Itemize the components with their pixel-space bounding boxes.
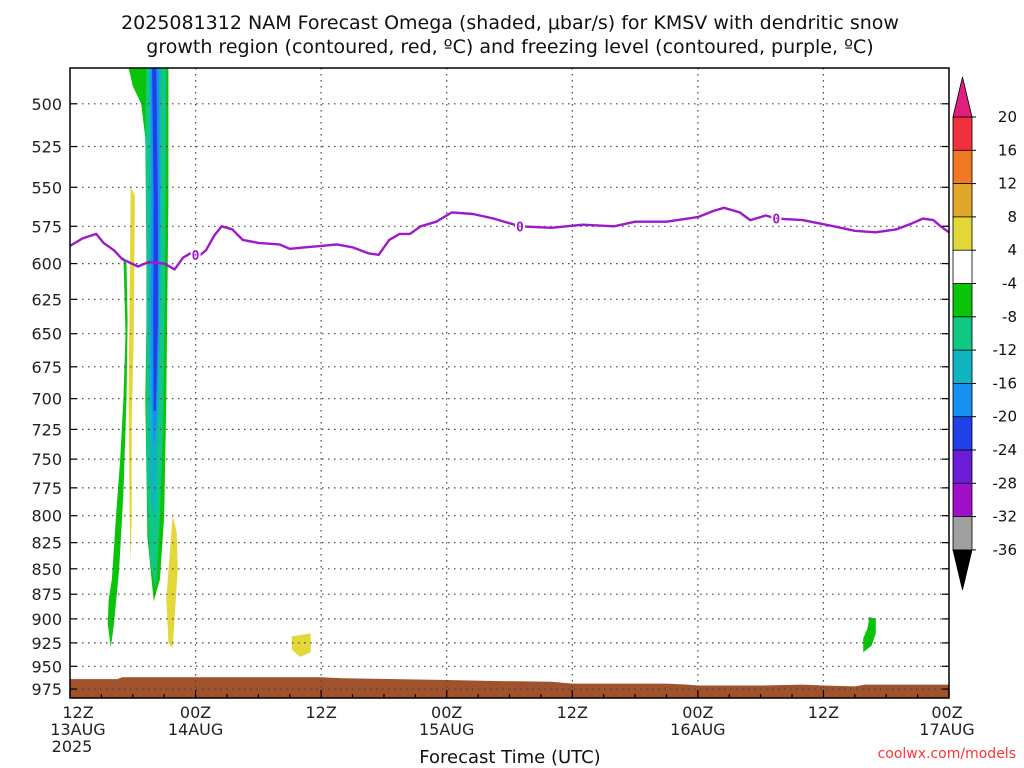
x-tick-label: 00Z (931, 703, 962, 722)
colorbar-label: 12 (998, 175, 1017, 193)
y-tick-label: 950 (31, 657, 62, 676)
x-axis-title: Forecast Time (UTC) (419, 747, 600, 768)
freezing-level-label: 0 (192, 249, 200, 264)
colorbar-label: 8 (1007, 208, 1017, 226)
y-tick-label: 975 (31, 680, 62, 699)
colorbar-swatch (952, 416, 973, 451)
colorbar-swatch (952, 283, 973, 318)
plot-frame (69, 67, 950, 699)
chart-title-line1: 2025081312 NAM Forecast Omega (shaded, μ… (121, 12, 899, 34)
colorbar-swatch (952, 149, 973, 185)
colorbar-label: -12 (993, 341, 1018, 359)
x-tick-label: 12Z (305, 703, 336, 722)
omega-shading-layer (107, 68, 876, 657)
freezing-level-layer: 0 0 0 (70, 206, 949, 271)
omega-region (291, 633, 311, 657)
y-tick-label: 625 (31, 290, 62, 309)
colorbar-label: -8 (1002, 308, 1017, 326)
y-tick-label: 575 (31, 217, 62, 236)
x-tick-label: 00Z (180, 703, 211, 722)
grid-layer (70, 68, 949, 698)
colorbar-swatch (952, 183, 973, 218)
colorbar-label: -4 (1002, 275, 1017, 293)
omega-region (107, 256, 128, 648)
surface-terrain (70, 677, 949, 698)
y-tick-label: 600 (31, 255, 62, 274)
freezing-level-label-bg (514, 218, 525, 234)
colorbar-label: 20 (998, 108, 1017, 126)
y-tick-label: 900 (31, 610, 62, 629)
x-tick-label: 00Z (431, 703, 462, 722)
chart-title-line2: growth region (contoured, red, ºC) and f… (146, 36, 873, 58)
colorbar-label: -28 (993, 474, 1018, 492)
colorbar-label: -16 (993, 374, 1018, 392)
colorbar-swatch (952, 216, 973, 251)
omega-colorbar: 20 16 12 8 4 -4 -8 -12 -16 -20 -24 -28 -32 -36 (952, 76, 1018, 590)
omega-region (128, 187, 135, 564)
y-tick-label: 550 (31, 178, 62, 197)
x-tick-label: 00Z (682, 703, 713, 722)
colorbar-swatch (952, 516, 973, 551)
y-tick-label: 850 (31, 560, 62, 579)
y-tick-label: 675 (31, 358, 62, 377)
x-tick-label: 12Z (808, 703, 839, 722)
colorbar-swatch (952, 249, 973, 285)
omega-region (166, 515, 178, 648)
colorbar-label: -20 (993, 408, 1018, 426)
x-tick-label: 16AUG (670, 720, 725, 739)
colorbar-label: 16 (998, 141, 1017, 159)
colorbar-label: -32 (993, 508, 1018, 526)
y-tick-label: 925 (31, 634, 62, 653)
y-tick-label: 700 (31, 390, 62, 409)
colorbar-top-arrow (952, 76, 973, 118)
y-tick-label: 750 (31, 450, 62, 469)
colorbar-label: -24 (993, 441, 1018, 459)
y-tick-label: 800 (31, 507, 62, 526)
colorbar-swatch (952, 116, 973, 152)
freezing-level-line (70, 206, 949, 271)
colorbar-swatch (952, 349, 973, 385)
colorbar-label: 4 (1007, 241, 1017, 259)
freezing-level-label: 0 (772, 213, 780, 228)
credit-text: coolwx.com/models (878, 746, 1016, 762)
colorbar-swatch (952, 382, 973, 418)
colorbar-swatch (952, 449, 973, 485)
x-tick-label: 15AUG (419, 720, 474, 739)
x-tick-label: 14AUG (168, 720, 223, 739)
y-tick-label: 775 (31, 479, 62, 498)
x-tick-label: 12Z (62, 703, 93, 722)
y-tick-label: 525 (31, 138, 62, 157)
colorbar-bottom-arrow (952, 549, 973, 590)
y-tick-label: 650 (31, 325, 62, 344)
omega-region (863, 617, 876, 653)
omega-region (152, 68, 158, 412)
x-tick-label: 2025 (52, 737, 93, 756)
freezing-level-label-bg (771, 210, 782, 226)
x-tick-label: 17AUG (919, 720, 974, 739)
x-tick-label: 12Z (557, 703, 588, 722)
y-tick-label: 875 (31, 585, 62, 604)
surface-terrain-layer (70, 677, 949, 698)
freezing-level-label: 0 (516, 220, 524, 235)
y-tick-label: 500 (31, 95, 62, 114)
colorbar-label: -36 (993, 541, 1018, 559)
colorbar-swatch (952, 482, 973, 518)
y-tick-label: 825 (31, 534, 62, 553)
pressure-axis: 500 525 550 575 600 625 650 675 700 725 750 775 800 8… (31, 95, 949, 699)
y-tick-label: 725 (31, 420, 62, 439)
x-tick-label: 13AUG (50, 720, 105, 739)
colorbar-swatch (952, 316, 973, 351)
freezing-level-label-bg (190, 247, 201, 263)
